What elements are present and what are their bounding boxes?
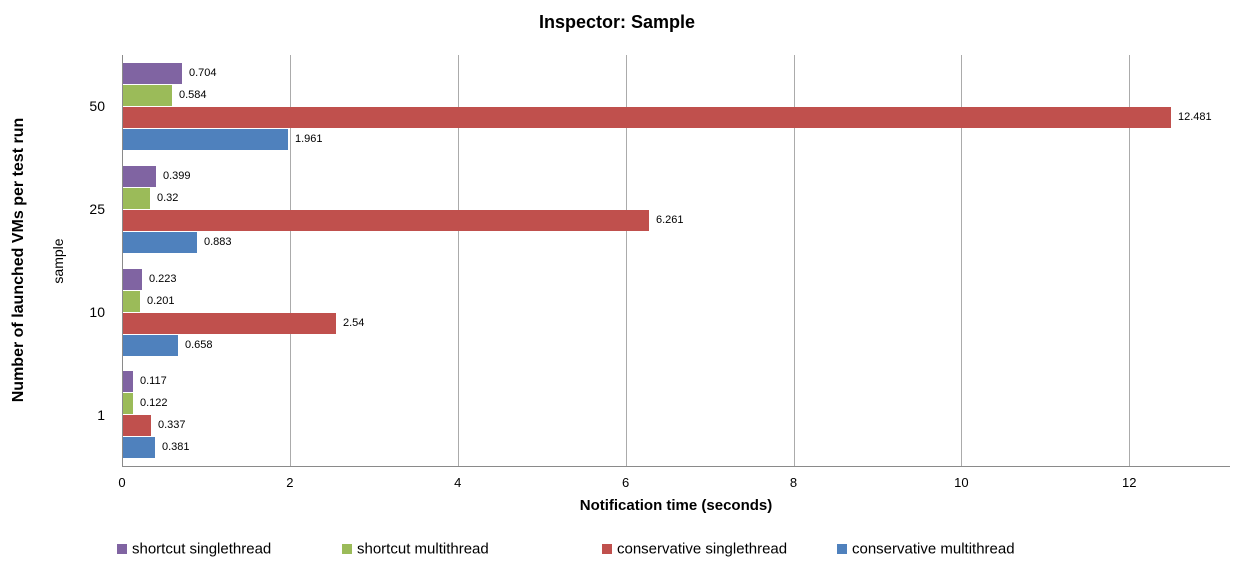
bar-value-label: 0.117	[140, 375, 167, 387]
category-label: 25	[89, 201, 105, 217]
gridline	[458, 55, 459, 466]
bar-value-label: 6.261	[656, 214, 684, 226]
bar-value-label: 0.704	[189, 67, 217, 79]
category-label: 1	[97, 407, 105, 423]
legend-swatch	[837, 543, 847, 554]
x-axis-line	[122, 466, 1230, 467]
x-tick-label: 2	[286, 475, 294, 490]
plot-area: 0.704 0.584 12.481 1.961 0.399 0.32 6.261 0.883…	[122, 55, 1230, 467]
category-label: 10	[89, 304, 105, 320]
bar-value-label: 1.961	[295, 133, 323, 145]
bar	[123, 85, 172, 106]
bar-value-label: 0.381	[162, 441, 190, 453]
legend-label: shortcut singlethread	[132, 540, 272, 558]
gridline	[626, 55, 627, 466]
y-axis-title: Number of launched VMs per test run	[10, 117, 27, 403]
legend-swatch	[602, 543, 612, 554]
x-tick-label: 0	[118, 475, 126, 490]
legend-item: conservative singlethread	[602, 540, 787, 558]
bar-value-label: 0.122	[140, 397, 168, 409]
legend: shortcut singlethread shortcut multithrea…	[0, 540, 1234, 562]
bar-value-label: 0.584	[179, 89, 207, 101]
bar-value-label: 2.54	[343, 317, 365, 329]
bar	[123, 269, 142, 290]
gridline	[1129, 55, 1130, 466]
legend-label: conservative singlethread	[617, 540, 788, 558]
legend-swatch	[117, 543, 127, 554]
gridline	[794, 55, 795, 466]
bar	[123, 129, 288, 150]
y-axis-line	[122, 55, 123, 466]
x-tick-label: 12	[1122, 475, 1137, 490]
legend-item: shortcut singlethread	[117, 540, 271, 558]
x-tick-label: 8	[789, 475, 798, 490]
bar-value-label: 0.223	[149, 273, 177, 285]
legend-swatch	[342, 543, 352, 554]
gridline	[961, 55, 962, 466]
bar	[123, 166, 156, 187]
bar	[123, 437, 155, 458]
legend-item: conservative multithread	[837, 540, 1015, 558]
x-tick-label: 10	[954, 475, 969, 490]
legend-label: conservative multithread	[852, 540, 1015, 558]
x-axis-title: Notification time (seconds)	[579, 497, 773, 514]
bar	[123, 415, 151, 436]
bar-value-label: 0.883	[204, 236, 232, 248]
bar	[123, 107, 1171, 128]
chart-title: Inspector: Sample	[538, 12, 696, 32]
legend-item: shortcut multithread	[342, 540, 489, 558]
bar	[123, 313, 336, 334]
x-tick-label: 6	[622, 475, 630, 490]
bar-value-label: 0.399	[163, 170, 191, 182]
legend-label: shortcut multithread	[357, 540, 489, 558]
bar-value-label: 0.658	[185, 339, 213, 351]
bar-value-label: 0.201	[147, 295, 175, 307]
bar-value-label: 12.481	[1178, 111, 1212, 123]
bar	[123, 291, 140, 312]
bar	[123, 188, 150, 209]
category-label: 50	[89, 98, 105, 114]
bar	[123, 371, 133, 392]
x-tick-label: 4	[454, 475, 462, 490]
bar	[123, 335, 178, 356]
bar-value-label: 0.337	[158, 419, 186, 431]
bar	[123, 232, 197, 253]
bar-value-label: 0.32	[157, 192, 179, 204]
y-axis-sublabel: sample	[50, 238, 66, 284]
bar	[123, 63, 182, 84]
gridline	[290, 55, 291, 466]
bar	[123, 210, 649, 231]
bar	[123, 393, 133, 414]
